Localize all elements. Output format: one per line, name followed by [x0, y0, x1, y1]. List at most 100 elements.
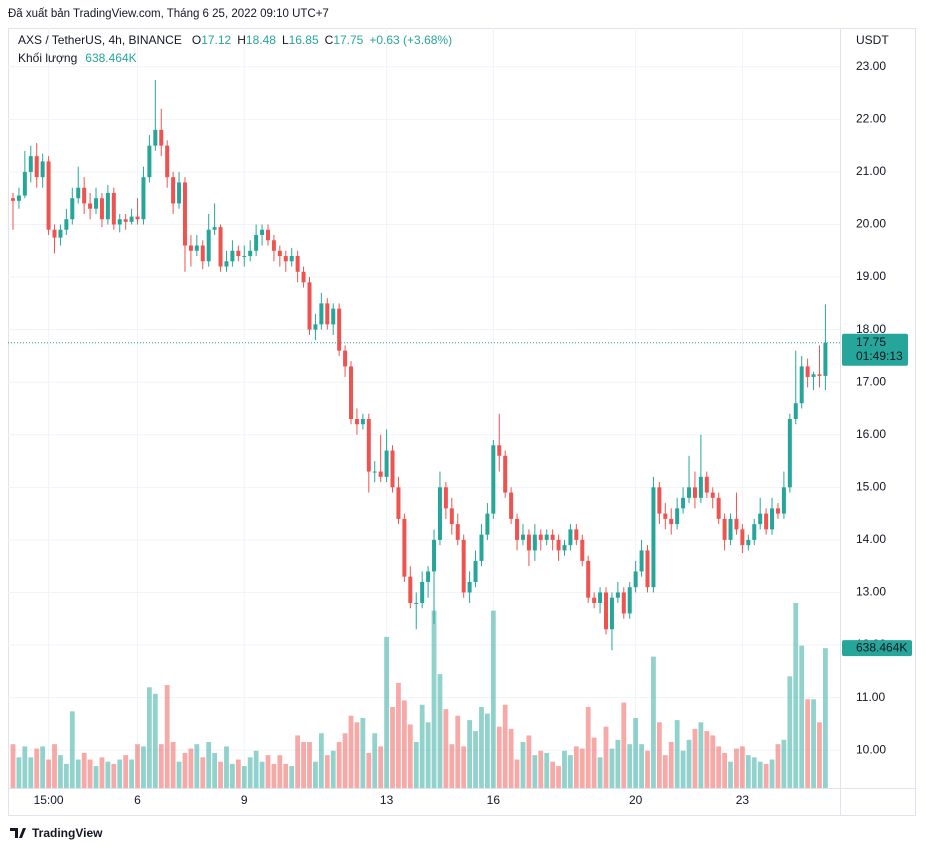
- candle-body: [669, 518, 674, 525]
- volume-bar: [283, 763, 289, 788]
- volume-bar: [313, 761, 318, 788]
- volume-bar: [360, 717, 366, 788]
- volume-bar: [10, 744, 16, 788]
- volume-bar: [182, 752, 188, 788]
- candle-body: [443, 487, 448, 509]
- volume-bar: [419, 704, 425, 788]
- volume-bar: [81, 752, 87, 788]
- candle-body: [604, 592, 608, 630]
- volume-bar: [28, 757, 34, 788]
- candle-body: [609, 597, 614, 630]
- volume-bar: [710, 735, 716, 788]
- volume-bar: [396, 682, 401, 788]
- candle-body: [746, 539, 751, 546]
- y-tick-label: 14.00: [856, 532, 886, 546]
- volume-bar: [745, 755, 751, 788]
- volume-bar: [135, 744, 140, 788]
- volume-bar: [562, 750, 567, 788]
- volume-bar: [556, 766, 561, 788]
- volume-bar: [775, 744, 781, 788]
- candle-body: [550, 534, 555, 540]
- volume-bar: [526, 735, 532, 788]
- volume-bar: [455, 715, 461, 788]
- candle-body: [200, 245, 205, 262]
- candle-body: [206, 229, 211, 262]
- candle-body: [657, 487, 662, 514]
- volume-bar: [141, 746, 146, 788]
- candle-body: [432, 539, 437, 572]
- volume-bar: [639, 744, 644, 788]
- candle-body: [722, 518, 727, 540]
- candle-body: [823, 342, 828, 376]
- volume-bar: [384, 636, 389, 788]
- ohlc-label: H: [237, 33, 246, 47]
- volume-bar: [425, 722, 431, 788]
- volume-bar: [550, 761, 556, 788]
- candle-body: [171, 177, 176, 204]
- volume-bar: [289, 766, 295, 788]
- volume-bar: [656, 722, 662, 788]
- x-tick-label: 23: [736, 793, 750, 807]
- volume-bar: [728, 761, 733, 788]
- volume-bar: [259, 761, 265, 788]
- candle-body: [627, 587, 632, 614]
- volume-bar: [591, 737, 597, 788]
- candle-body: [99, 198, 104, 220]
- volume-bar: [58, 755, 63, 788]
- candle-body: [586, 560, 591, 598]
- volume-bar: [485, 713, 490, 788]
- change: +0.63 (+3.68%): [369, 33, 452, 47]
- volume-bar: [568, 755, 573, 788]
- volume-bar: [716, 746, 722, 788]
- volume-bar: [307, 742, 312, 788]
- candle-body: [639, 550, 644, 572]
- candle-body: [46, 161, 51, 230]
- candle-body: [491, 445, 496, 514]
- volume-bar: [336, 742, 342, 788]
- candle-body: [70, 198, 75, 220]
- candle-body: [515, 518, 520, 540]
- volume-bar: [99, 757, 105, 788]
- volume-bar: [34, 748, 40, 788]
- volume-bar: [117, 759, 123, 788]
- volume-bar: [787, 676, 793, 788]
- x-tick-label: 20: [629, 793, 643, 807]
- volume-bar: [793, 602, 799, 788]
- candle-body: [793, 403, 798, 419]
- candle-body: [343, 350, 348, 367]
- volume-bar: [811, 699, 816, 788]
- volume-bar: [324, 755, 330, 788]
- candle-body: [40, 161, 45, 178]
- volume-bar: [734, 748, 739, 788]
- candle-body: [520, 534, 525, 540]
- volume-bar: [823, 648, 828, 788]
- volume-bar: [230, 763, 235, 788]
- volume-bar: [739, 746, 745, 788]
- volume-bar: [532, 755, 538, 788]
- candle-body: [734, 518, 739, 530]
- candle-body: [153, 129, 158, 146]
- volume-bar: [413, 742, 419, 788]
- candle-body: [283, 256, 288, 262]
- candle-body: [675, 508, 680, 525]
- candle-body: [437, 487, 442, 540]
- candle-body: [698, 476, 703, 498]
- volume-bar: [164, 685, 170, 788]
- volume-bar: [603, 726, 609, 788]
- volume-bar: [508, 728, 514, 788]
- candle-body: [408, 576, 413, 603]
- candle-body: [420, 581, 425, 603]
- volume-bar: [87, 759, 93, 788]
- candle-body: [562, 545, 567, 551]
- candle-body: [681, 497, 686, 509]
- volume-bar: [22, 746, 28, 788]
- volume-bar: [544, 752, 550, 788]
- volume-bar: [799, 645, 805, 788]
- volume-bar: [330, 750, 336, 788]
- candle-body: [147, 145, 152, 178]
- volume-bar: [520, 742, 526, 788]
- ohlc-label: L: [282, 33, 289, 47]
- candle-body: [307, 282, 312, 330]
- candle-body: [479, 534, 484, 561]
- y-tick-label: 23.00: [856, 59, 886, 73]
